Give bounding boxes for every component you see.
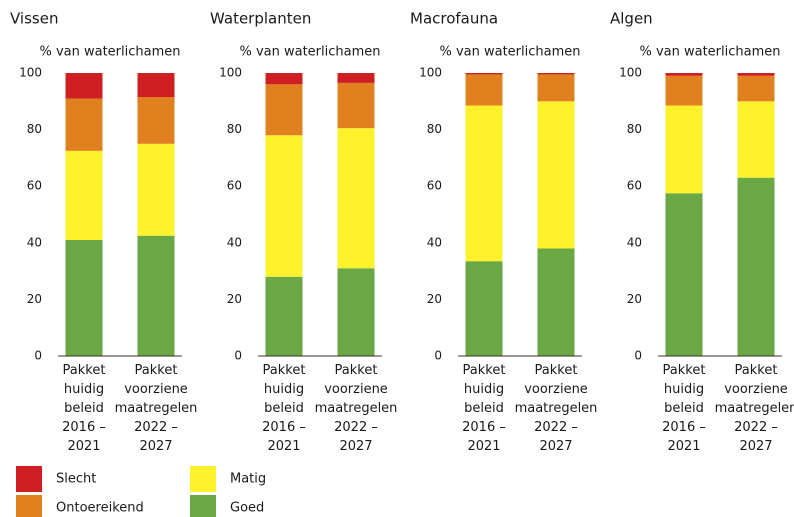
bar-segment xyxy=(65,239,103,356)
bar-segment xyxy=(137,235,175,356)
y-tick-label: 40 xyxy=(627,235,642,249)
y-axis-label: % van waterlichamen xyxy=(39,45,180,60)
bar-segment xyxy=(265,135,303,277)
y-axis-label: % van waterlichamen xyxy=(439,45,580,60)
bar-segment xyxy=(737,73,775,76)
x-tick-label: Pakket voorziene maatregelen 2022 –2027 xyxy=(515,363,598,454)
bar-segment xyxy=(465,73,503,75)
y-tick-label: 0 xyxy=(234,349,242,363)
y-tick-label: 80 xyxy=(227,122,242,136)
bar-segment xyxy=(65,150,103,240)
bar-segment xyxy=(65,73,103,99)
bar-segment xyxy=(537,74,575,102)
bar-segment xyxy=(337,73,375,83)
chart-title: Vissen xyxy=(10,10,58,28)
y-tick-label: 40 xyxy=(427,235,442,249)
bar-segment xyxy=(537,248,575,356)
x-tick-label: Pakket huidig beleid 2016 –2021 xyxy=(662,363,706,454)
bar-segment xyxy=(337,128,375,269)
y-tick-label: 100 xyxy=(19,66,42,80)
bar-segment xyxy=(465,105,503,262)
bar-segment xyxy=(65,98,103,151)
bar-segment xyxy=(537,73,575,75)
legend-swatch xyxy=(16,495,42,517)
bar-segment xyxy=(137,73,175,98)
bar-segment xyxy=(537,101,575,249)
bar-segment xyxy=(665,193,703,356)
y-axis-label: % van waterlichamen xyxy=(239,45,380,60)
legend-label: Goed xyxy=(230,501,264,516)
bar-segment xyxy=(265,73,303,85)
y-tick-label: 100 xyxy=(219,66,242,80)
chart-title: Waterplanten xyxy=(210,10,311,28)
x-tick-label: Pakket voorziene maatregelen 2022 –2027 xyxy=(715,363,794,454)
y-tick-label: 100 xyxy=(619,66,642,80)
y-tick-label: 100 xyxy=(419,66,442,80)
y-tick-label: 0 xyxy=(434,349,442,363)
y-tick-label: 80 xyxy=(427,122,442,136)
bar-segment xyxy=(665,73,703,76)
bar-segment xyxy=(737,101,775,178)
y-tick-label: 60 xyxy=(227,179,242,193)
bar-segment xyxy=(137,143,175,236)
x-tick-label: Pakket huidig beleid 2016 –2021 xyxy=(462,363,506,454)
legend-label: Matig xyxy=(230,472,266,487)
y-tick-label: 80 xyxy=(627,122,642,136)
y-tick-label: 20 xyxy=(27,292,42,306)
bar-segment xyxy=(265,276,303,356)
legend-label: Ontoereikend xyxy=(56,501,144,516)
bar-segment xyxy=(465,74,503,106)
bar-segment xyxy=(737,75,775,102)
bar-segment xyxy=(665,75,703,106)
bar-segment xyxy=(337,82,375,129)
y-tick-label: 60 xyxy=(27,179,42,193)
chart-title: Algen xyxy=(610,10,653,28)
bar-segment xyxy=(137,97,175,144)
legend-label: Slecht xyxy=(56,472,96,487)
x-tick-label: Pakket voorziene maatregelen 2022 –2027 xyxy=(315,363,398,454)
y-tick-label: 40 xyxy=(227,235,242,249)
y-tick-label: 20 xyxy=(227,292,242,306)
y-tick-label: 0 xyxy=(34,349,42,363)
y-tick-label: 80 xyxy=(27,122,42,136)
y-tick-label: 60 xyxy=(427,179,442,193)
y-tick-label: 20 xyxy=(627,292,642,306)
x-tick-label: Pakket huidig beleid 2016 –2021 xyxy=(62,363,106,454)
x-tick-label: Pakket voorziene maatregelen 2022 –2027 xyxy=(115,363,198,454)
bar-segment xyxy=(665,105,703,194)
bar-segment xyxy=(265,84,303,136)
y-tick-label: 0 xyxy=(634,349,642,363)
legend-swatch xyxy=(190,466,216,492)
y-tick-label: 20 xyxy=(427,292,442,306)
chart-title: Macrofauna xyxy=(410,10,498,28)
y-axis-label: % van waterlichamen xyxy=(639,45,780,60)
bar-segment xyxy=(737,177,775,356)
x-tick-label: Pakket huidig beleid 2016 –2021 xyxy=(262,363,306,454)
legend-swatch xyxy=(190,495,216,517)
y-tick-label: 40 xyxy=(27,235,42,249)
bar-segment xyxy=(465,261,503,356)
legend-swatch xyxy=(16,466,42,492)
bar-segment xyxy=(337,268,375,356)
y-tick-label: 60 xyxy=(627,179,642,193)
